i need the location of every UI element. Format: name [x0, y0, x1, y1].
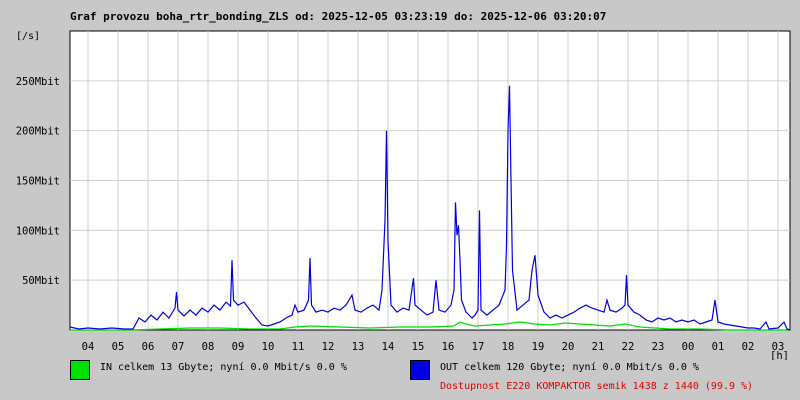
- x-tick-label: 11: [292, 341, 305, 353]
- x-tick-label: 17: [472, 341, 485, 353]
- x-tick-label: 03: [772, 341, 785, 353]
- x-axis-unit-label: [h]: [770, 350, 789, 360]
- legend-in-label: IN celkem 13 Gbyte; nyní 0.0 Mbit/s 0.0 …: [100, 362, 347, 373]
- x-tick-label: 10: [262, 341, 275, 353]
- y-tick-label: 200Mbit: [16, 126, 60, 138]
- x-tick-label: 08: [202, 341, 215, 353]
- x-tick-label: 15: [412, 341, 425, 353]
- y-tick-label: 100Mbit: [16, 225, 60, 237]
- x-tick-label: 06: [142, 341, 155, 353]
- x-tick-label: 04: [82, 341, 95, 353]
- series-line-in: [70, 321, 790, 331]
- y-axis-unit-label: [/s]: [16, 31, 41, 42]
- x-tick-label: 12: [322, 341, 335, 353]
- x-tick-label: 02: [742, 341, 755, 353]
- x-tick-label: 19: [532, 341, 545, 353]
- x-tick-label: 01: [712, 341, 725, 353]
- y-tick-label: 250Mbit: [16, 76, 60, 88]
- availability-text: Dostupnost E220 KOMPAKTOR semik 1438 z 1…: [440, 381, 754, 392]
- grid-lines: [70, 31, 790, 330]
- x-tick-label: 23: [652, 341, 665, 353]
- series-line-out: [69, 85, 791, 331]
- x-tick-label: 22: [622, 341, 635, 353]
- legend-out-label: OUT celkem 120 Gbyte; nyní 0.0 Mbit/s 0.…: [440, 362, 699, 373]
- chart-plot: 04 05 06 07 08 09 10 11 12 13 14 15 16 17 18 19 20 21 22 23…: [16, 30, 791, 360]
- x-tick-label: 13: [352, 341, 365, 353]
- x-tick-label: 07: [172, 341, 185, 353]
- legend-in-swatch: [70, 360, 90, 380]
- x-tick-label: 09: [232, 341, 245, 353]
- chart-title: Graf provozu boha_rtr_bonding_ZLS od: 20…: [70, 10, 607, 23]
- y-tick-label: 150Mbit: [16, 176, 60, 188]
- x-tick-label: 05: [112, 341, 125, 353]
- y-tick-label: 50Mbit: [22, 275, 60, 287]
- x-tick-label: 21: [592, 341, 605, 353]
- x-tick-label: 00: [682, 341, 695, 353]
- x-tick-label: 14: [382, 341, 395, 353]
- x-tick-label: 16: [442, 341, 455, 353]
- x-tick-label: 18: [502, 341, 515, 353]
- legend-out-swatch: [410, 360, 430, 380]
- x-tick-label: 20: [562, 341, 575, 353]
- tick-labels: 04 05 06 07 08 09 10 11 12 13 14 15 16 17 18 19 20 21 22 23…: [16, 76, 785, 353]
- series-layer: [69, 85, 791, 331]
